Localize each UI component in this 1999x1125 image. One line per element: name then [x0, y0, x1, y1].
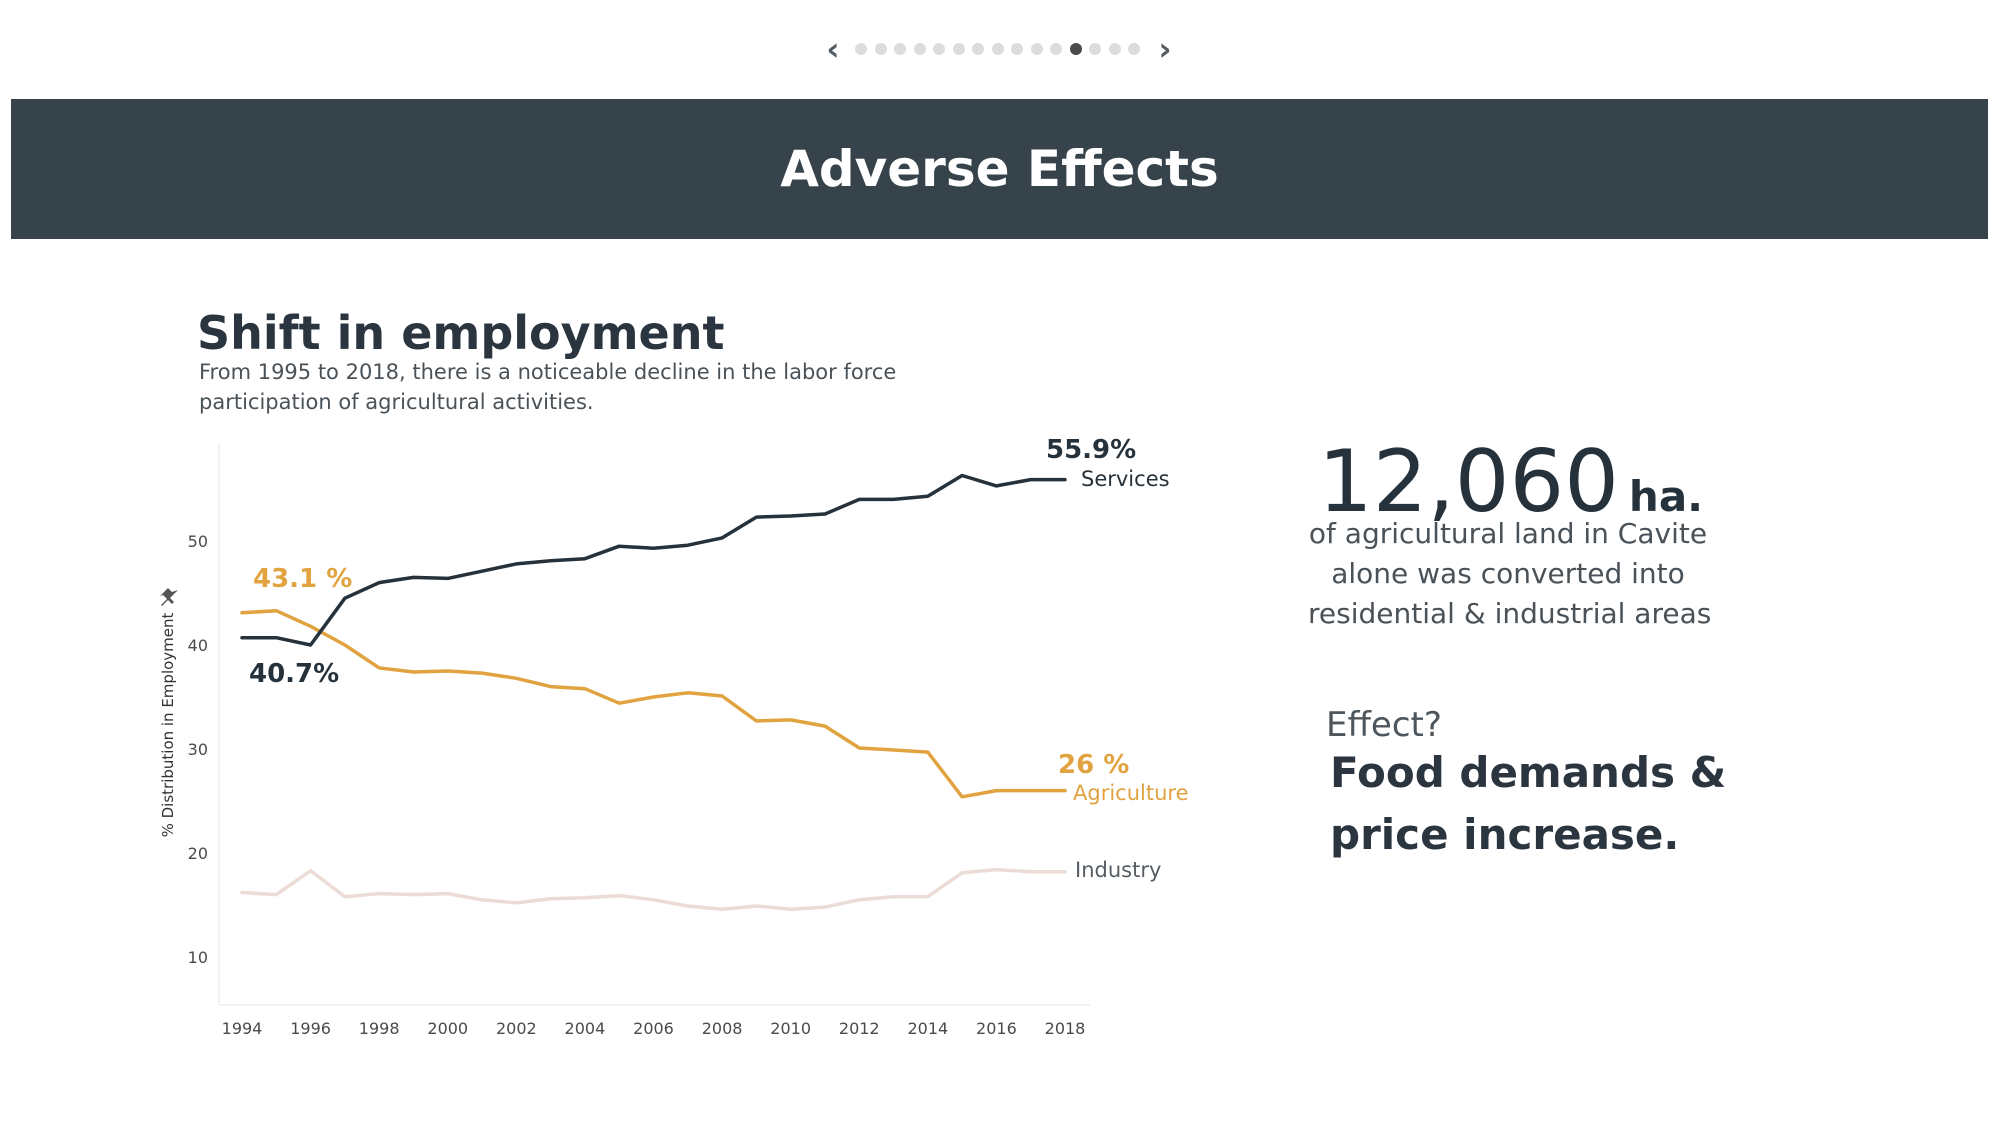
story-dot-1[interactable] — [855, 43, 867, 55]
agriculture-end-value: 26 % — [1058, 750, 1129, 780]
agriculture-series-label: Agriculture — [1073, 781, 1189, 805]
story-dot-6[interactable] — [952, 43, 965, 55]
story-dot-7[interactable] — [972, 43, 984, 55]
x-tick-label: 2006 — [633, 1019, 674, 1038]
effect-text-line-1: Food demands & — [1330, 748, 1727, 797]
story-dot-15[interactable] — [1128, 43, 1140, 55]
story-dot-8[interactable] — [991, 43, 1004, 55]
y-tick-label: 40 — [188, 636, 208, 655]
story-dot-3[interactable] — [894, 43, 906, 55]
story-dot-12[interactable] — [1069, 43, 1082, 55]
y-tick-label: 10 — [188, 948, 208, 967]
page-title: Adverse Effects — [780, 140, 1219, 198]
industry-series-label: Industry — [1075, 858, 1161, 882]
story-dot-10[interactable] — [1030, 43, 1043, 55]
story-dot-13[interactable] — [1089, 43, 1101, 55]
x-tick-label: 2002 — [496, 1019, 537, 1038]
x-tick-label: 2000 — [427, 1019, 468, 1038]
chart-subtitle-line-2: participation of agricultural activities… — [199, 390, 594, 414]
story-dot-4[interactable] — [913, 43, 926, 55]
x-tick-label: 2012 — [839, 1019, 880, 1038]
x-tick-label: 1994 — [222, 1019, 263, 1038]
stat-number-block: 12,060 ha. — [1318, 432, 1703, 547]
services-start-value: 40.7% — [249, 659, 339, 689]
chevron-left-icon[interactable]: ‹ — [826, 30, 840, 68]
stat-description-line-2: alone was converted into — [1331, 557, 1685, 590]
series-line-services — [240, 473, 1067, 647]
story-dot-11[interactable] — [1050, 43, 1062, 55]
page-header: Adverse Effects — [11, 99, 1988, 239]
x-tick-label: 2008 — [702, 1019, 743, 1038]
y-tick-label: 20 — [188, 844, 208, 863]
story-dot-14[interactable] — [1108, 43, 1121, 55]
story-dot-5[interactable] — [933, 43, 945, 55]
stat-number: 12,060 — [1318, 432, 1619, 532]
chart-title: Shift in employment — [197, 306, 725, 360]
y-tick-label: 50 — [188, 532, 208, 551]
agriculture-start-value: 43.1 % — [253, 564, 352, 594]
effect-label: Effect? — [1326, 705, 1442, 745]
y-tick-label: 30 — [188, 740, 208, 759]
effect-text-line-2: price increase. — [1330, 810, 1680, 859]
chart-subtitle-line-1: From 1995 to 2018, there is a noticeable… — [199, 360, 897, 384]
x-tick-label: 2004 — [565, 1019, 606, 1038]
pin-icon — [160, 588, 178, 606]
story-pager: ‹ › — [0, 28, 1999, 72]
y-axis-label: % Distribution in Employment — [159, 612, 177, 837]
stat-description-line-1: of agricultural land in Cavite — [1308, 517, 1708, 550]
services-series-label: Services — [1081, 467, 1170, 491]
series-line-agriculture — [240, 608, 1067, 799]
x-tick-label: 1998 — [359, 1019, 400, 1038]
series-line-industry — [240, 867, 1067, 911]
x-tick-label: 2016 — [976, 1019, 1017, 1038]
stat-unit: ha. — [1628, 472, 1704, 521]
x-tick-label: 2014 — [907, 1019, 948, 1038]
stat-description-line-3: residential & industrial areas — [1308, 597, 1712, 630]
x-tick-label: 2018 — [1045, 1019, 1086, 1038]
story-dot-9[interactable] — [1011, 43, 1023, 55]
x-tick-label: 1996 — [290, 1019, 331, 1038]
chevron-right-icon[interactable]: › — [1158, 30, 1172, 68]
story-dot-2[interactable] — [874, 43, 887, 55]
x-tick-label: 2010 — [770, 1019, 811, 1038]
services-end-value: 55.9% — [1046, 435, 1136, 465]
